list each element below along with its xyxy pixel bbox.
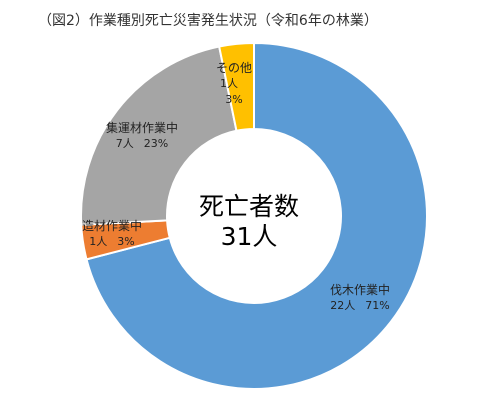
center-total-label: 死亡者数 31人 <box>188 192 310 252</box>
slice-percent: 23% <box>143 137 169 150</box>
slice-label-bucking: 造材作業中 1人 3% <box>82 218 142 250</box>
chart-title: （図2）作業種別死亡災害発生状況（令和6年の林業） <box>38 13 378 29</box>
slice-count: 22人 <box>330 299 356 312</box>
slice-name: その他 <box>216 61 253 75</box>
slice-percent: 3% <box>117 235 135 248</box>
center-line-2: 31人 <box>220 222 278 251</box>
slice-count: 1人 <box>89 235 108 248</box>
slice-count: 1人 <box>220 77 238 90</box>
slice-yarding <box>80 45 238 226</box>
slice-label-yarding: 集運材作業中 7人 23% <box>106 120 178 152</box>
slice-name: 集運材作業中 <box>106 121 179 135</box>
slice-count: 7人 <box>115 137 134 150</box>
slice-percent: 3% <box>225 93 243 106</box>
center-line-1: 死亡者数 <box>198 192 299 221</box>
slice-felling <box>85 41 428 390</box>
slice-percent: 71% <box>365 299 390 312</box>
slice-label-felling: 伐木作業中 22人 71% <box>330 282 390 314</box>
donut-slices <box>80 41 428 390</box>
slice-name: 伐木作業中 <box>330 283 391 297</box>
slice-other <box>217 41 255 132</box>
slice-name: 造材作業中 <box>82 219 143 233</box>
slice-label-other: その他 1人 3% <box>216 60 252 108</box>
